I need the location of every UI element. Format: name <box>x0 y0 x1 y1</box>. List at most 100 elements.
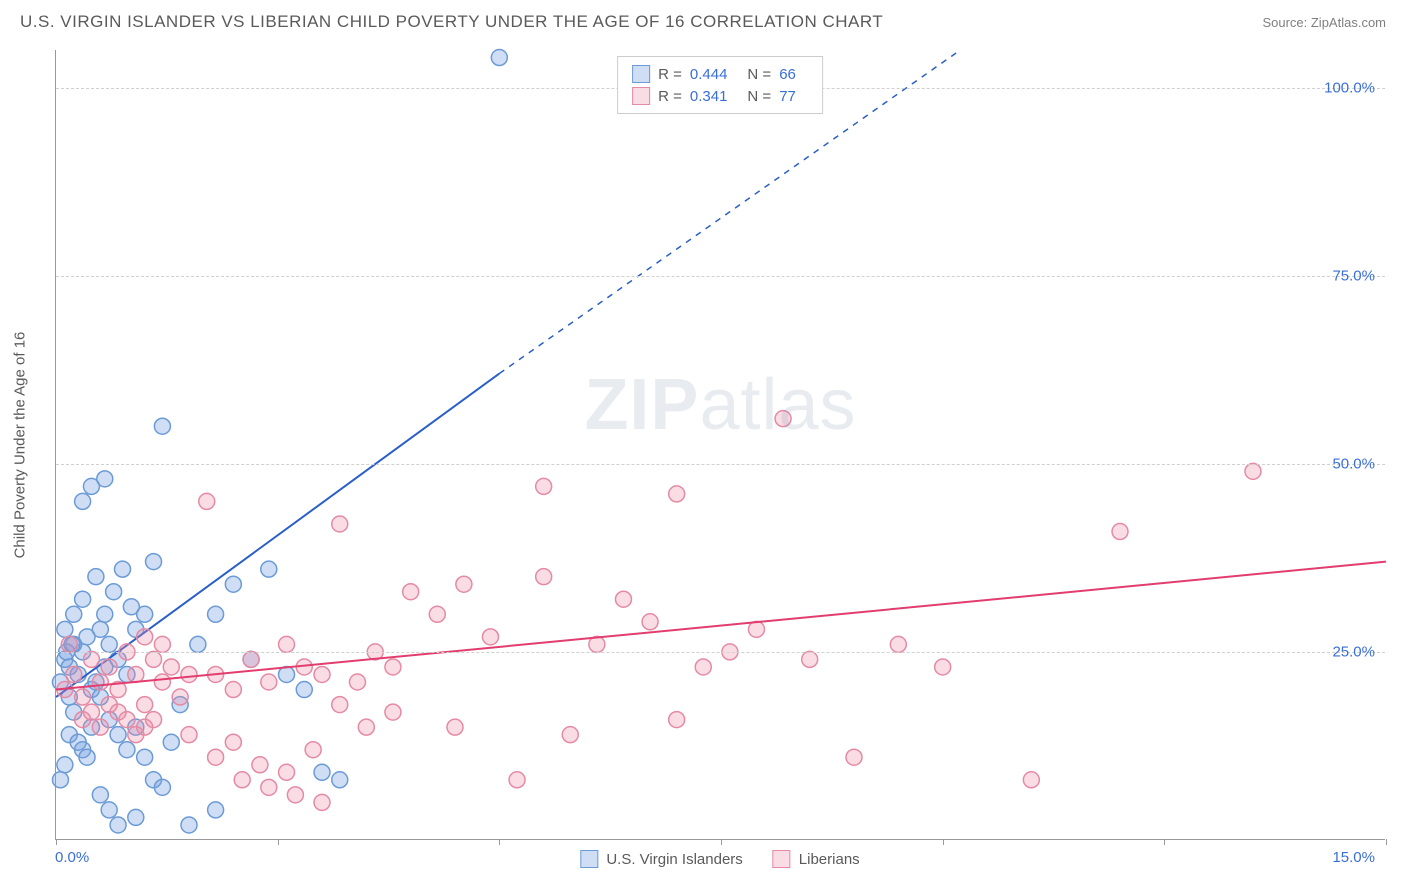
data-point <box>261 561 277 577</box>
data-point <box>491 50 507 66</box>
data-point <box>154 636 170 652</box>
chart-container: ZIPatlas 25.0%50.0%75.0%100.0% Child Pov… <box>55 50 1385 840</box>
legend-item-series1: U.S. Virgin Islanders <box>580 850 742 868</box>
data-point <box>128 809 144 825</box>
data-point <box>243 651 259 667</box>
data-point <box>314 764 330 780</box>
gridline <box>56 464 1385 465</box>
data-point <box>429 606 445 622</box>
data-point <box>456 576 472 592</box>
gridline <box>56 652 1385 653</box>
data-point <box>79 749 95 765</box>
data-point <box>97 471 113 487</box>
stats-row-series2: R = 0.341 N = 77 <box>632 85 808 107</box>
data-point <box>314 666 330 682</box>
data-point <box>75 591 91 607</box>
stats-row-series1: R = 0.444 N = 66 <box>632 63 808 85</box>
data-point <box>83 651 99 667</box>
data-point <box>115 561 131 577</box>
data-point <box>305 742 321 758</box>
data-point <box>332 697 348 713</box>
data-point <box>208 749 224 765</box>
r-value-series2: 0.341 <box>690 88 728 105</box>
gridline <box>56 276 1385 277</box>
legend-item-series2: Liberians <box>773 850 860 868</box>
n-label: N = <box>747 66 771 83</box>
series1-name: U.S. Virgin Islanders <box>606 851 742 868</box>
data-point <box>403 584 419 600</box>
data-point <box>615 591 631 607</box>
data-point <box>101 697 117 713</box>
data-point <box>75 493 91 509</box>
data-point <box>154 779 170 795</box>
data-point <box>137 749 153 765</box>
y-tick-label: 25.0% <box>1332 643 1375 660</box>
data-point <box>261 674 277 690</box>
data-point <box>190 636 206 652</box>
data-point <box>1245 463 1261 479</box>
r-label: R = <box>658 66 682 83</box>
data-point <box>332 772 348 788</box>
data-point <box>775 411 791 427</box>
data-point <box>75 689 91 705</box>
x-tick <box>1164 839 1165 845</box>
data-point <box>66 666 82 682</box>
data-point <box>137 719 153 735</box>
data-point <box>1023 772 1039 788</box>
data-point <box>137 697 153 713</box>
data-point <box>97 606 113 622</box>
data-point <box>225 576 241 592</box>
x-tick <box>721 839 722 845</box>
chart-title: U.S. VIRGIN ISLANDER VS LIBERIAN CHILD P… <box>20 12 883 32</box>
regression-line <box>56 562 1386 690</box>
r-value-series1: 0.444 <box>690 66 728 83</box>
stats-legend: R = 0.444 N = 66 R = 0.341 N = 77 <box>617 56 823 114</box>
data-point <box>92 674 108 690</box>
data-point <box>70 734 86 750</box>
data-point <box>208 606 224 622</box>
data-point <box>536 569 552 585</box>
data-point <box>225 734 241 750</box>
data-point <box>52 772 68 788</box>
data-point <box>358 719 374 735</box>
x-axis-min-label: 0.0% <box>55 849 89 866</box>
data-point <box>562 727 578 743</box>
x-tick <box>56 839 57 845</box>
x-tick <box>278 839 279 845</box>
swatch-series1 <box>632 65 650 83</box>
data-point <box>695 659 711 675</box>
data-point <box>181 817 197 833</box>
data-point <box>110 817 126 833</box>
data-point <box>154 674 170 690</box>
data-point <box>61 636 77 652</box>
series-legend: U.S. Virgin Islanders Liberians <box>580 850 859 868</box>
x-axis-max-label: 15.0% <box>1332 849 1375 866</box>
data-point <box>385 659 401 675</box>
x-tick <box>499 839 500 845</box>
source-label: Source: ZipAtlas.com <box>1262 15 1386 30</box>
data-point <box>146 554 162 570</box>
data-point <box>261 779 277 795</box>
data-point <box>137 629 153 645</box>
n-value-series1: 66 <box>779 66 796 83</box>
y-tick-label: 75.0% <box>1332 267 1375 284</box>
data-point <box>57 757 73 773</box>
scatter-svg <box>56 50 1385 839</box>
data-point <box>92 719 108 735</box>
data-point <box>935 659 951 675</box>
data-point <box>88 569 104 585</box>
data-point <box>482 629 498 645</box>
data-point <box>92 621 108 637</box>
data-point <box>287 787 303 803</box>
data-point <box>314 794 330 810</box>
data-point <box>252 757 268 773</box>
data-point <box>447 719 463 735</box>
x-tick <box>943 839 944 845</box>
data-point <box>748 621 764 637</box>
swatch-series1-icon <box>580 850 598 868</box>
data-point <box>509 772 525 788</box>
data-point <box>332 516 348 532</box>
y-tick-label: 50.0% <box>1332 455 1375 472</box>
data-point <box>846 749 862 765</box>
n-label: N = <box>747 88 771 105</box>
